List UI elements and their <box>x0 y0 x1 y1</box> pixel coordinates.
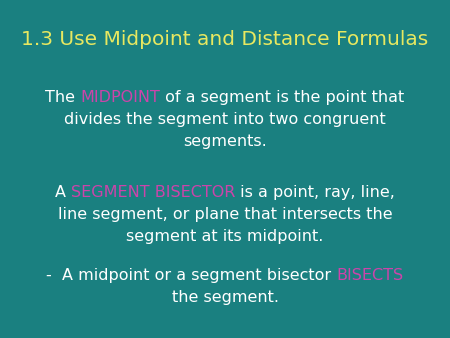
Text: -  A midpoint or a segment bisector: - A midpoint or a segment bisector <box>46 268 337 283</box>
Text: BISECTS: BISECTS <box>337 268 404 283</box>
Text: the segment.: the segment. <box>171 290 279 305</box>
Text: 1.3 Use Midpoint and Distance Formulas: 1.3 Use Midpoint and Distance Formulas <box>22 30 428 49</box>
Text: of a segment is the point that: of a segment is the point that <box>160 90 405 105</box>
Text: The: The <box>45 90 81 105</box>
Text: is a point, ray, line,: is a point, ray, line, <box>235 185 395 200</box>
Text: divides the segment into two congruent: divides the segment into two congruent <box>64 112 386 127</box>
Text: A: A <box>55 185 71 200</box>
Text: line segment, or plane that intersects the: line segment, or plane that intersects t… <box>58 207 392 222</box>
Text: segments.: segments. <box>183 134 267 149</box>
Text: SEGMENT BISECTOR: SEGMENT BISECTOR <box>71 185 235 200</box>
Text: segment at its midpoint.: segment at its midpoint. <box>126 229 324 244</box>
Text: MIDPOINT: MIDPOINT <box>81 90 160 105</box>
